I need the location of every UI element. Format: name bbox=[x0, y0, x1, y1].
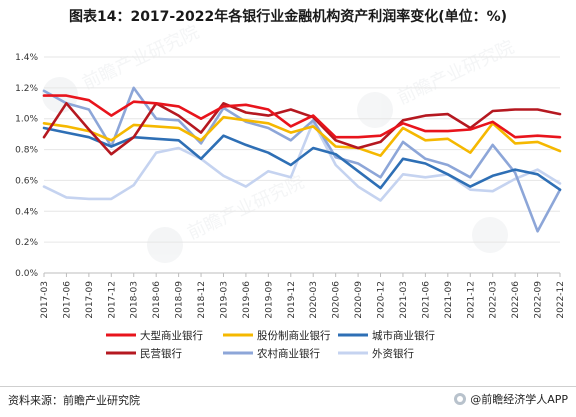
y-tick-label: 1.0% bbox=[15, 115, 38, 125]
series-line-6 bbox=[42, 120, 562, 202]
source-note: 资料来源：前瞻产业研究院 bbox=[8, 394, 140, 407]
legend-label: 城市商业银行 bbox=[372, 329, 435, 342]
credit-line: @前瞻经济学人APP bbox=[454, 391, 568, 407]
series-lines bbox=[42, 86, 562, 233]
x-tick-label: 2021-12 bbox=[466, 281, 476, 319]
x-tick-label: 2017-09 bbox=[85, 281, 95, 319]
series-line-1 bbox=[42, 94, 562, 139]
legend-label: 大型商业银行 bbox=[140, 329, 203, 342]
credit-text: @前瞻经济学人APP bbox=[470, 393, 568, 406]
x-tick-label: 2022-03 bbox=[489, 281, 499, 319]
y-tick-label: 0.2% bbox=[15, 238, 38, 248]
x-tick-label: 2018-12 bbox=[197, 281, 207, 319]
y-tick-label: 0.6% bbox=[15, 176, 38, 186]
x-tick-label: 2020-12 bbox=[377, 281, 387, 319]
x-tick-label: 2022-12 bbox=[556, 281, 566, 319]
x-axis: 2017-03 2017-06 2017-09 2017-12 2018-03 2018-… bbox=[40, 273, 566, 319]
x-tick-label: 2020-06 bbox=[332, 281, 342, 319]
x-tick-label: 2019-09 bbox=[264, 281, 274, 319]
y-tick-label: 1.2% bbox=[15, 84, 38, 94]
x-tick-label: 2020-03 bbox=[309, 281, 319, 319]
x-tick-label: 2019-12 bbox=[287, 281, 297, 319]
x-tick-label: 2019-03 bbox=[219, 281, 229, 319]
legend-label: 民营银行 bbox=[140, 347, 182, 360]
legend-label: 农村商业银行 bbox=[257, 347, 320, 360]
footer-divider bbox=[0, 386, 576, 387]
x-tick-label: 2021-09 bbox=[444, 281, 454, 319]
x-tick-label: 2017-12 bbox=[107, 281, 117, 319]
y-axis: 0.0% 0.2% 0.4% 0.6% 0.8% 1.0% 1.2% 1.4% bbox=[15, 53, 38, 279]
line-chart: 前瞻产业研究院 前瞻产业研究院 前瞻产业研究院 0.0% 0.2% 0.4% 0.6%… bbox=[15, 22, 566, 360]
x-tick-label: 2022-09 bbox=[534, 281, 544, 319]
svg-text:前瞻产业研究院: 前瞻产业研究院 bbox=[184, 172, 307, 244]
x-tick-label: 2022-06 bbox=[511, 281, 521, 319]
chart-title: 图表14：2017-2022年各银行业金融机构资产利润率变化(单位：%) bbox=[68, 9, 508, 25]
x-tick-label: 2019-06 bbox=[242, 281, 252, 319]
x-tick-label: 2018-06 bbox=[152, 281, 162, 319]
y-tick-label: 1.4% bbox=[15, 53, 38, 63]
brand-logo-icon bbox=[454, 393, 467, 405]
x-tick-label: 2021-06 bbox=[421, 281, 431, 319]
x-tick-label: 2017-06 bbox=[62, 281, 72, 319]
svg-text:前瞻产业研究院: 前瞻产业研究院 bbox=[79, 22, 202, 94]
svg-text:前瞻产业研究院: 前瞻产业研究院 bbox=[394, 37, 517, 109]
series-line-4 bbox=[42, 102, 562, 156]
y-tick-label: 0.0% bbox=[15, 269, 38, 279]
x-tick-label: 2017-03 bbox=[40, 281, 50, 319]
legend-label: 股份制商业银行 bbox=[257, 329, 331, 342]
y-tick-label: 0.8% bbox=[15, 146, 38, 156]
x-tick-label: 2018-09 bbox=[175, 281, 185, 319]
x-tick-label: 2020-09 bbox=[354, 281, 364, 319]
series-line-2 bbox=[42, 115, 562, 157]
y-tick-label: 0.4% bbox=[15, 207, 38, 217]
legend-label: 外资银行 bbox=[372, 347, 414, 360]
x-tick-label: 2021-03 bbox=[399, 281, 409, 319]
x-tick-label: 2018-03 bbox=[130, 281, 140, 319]
